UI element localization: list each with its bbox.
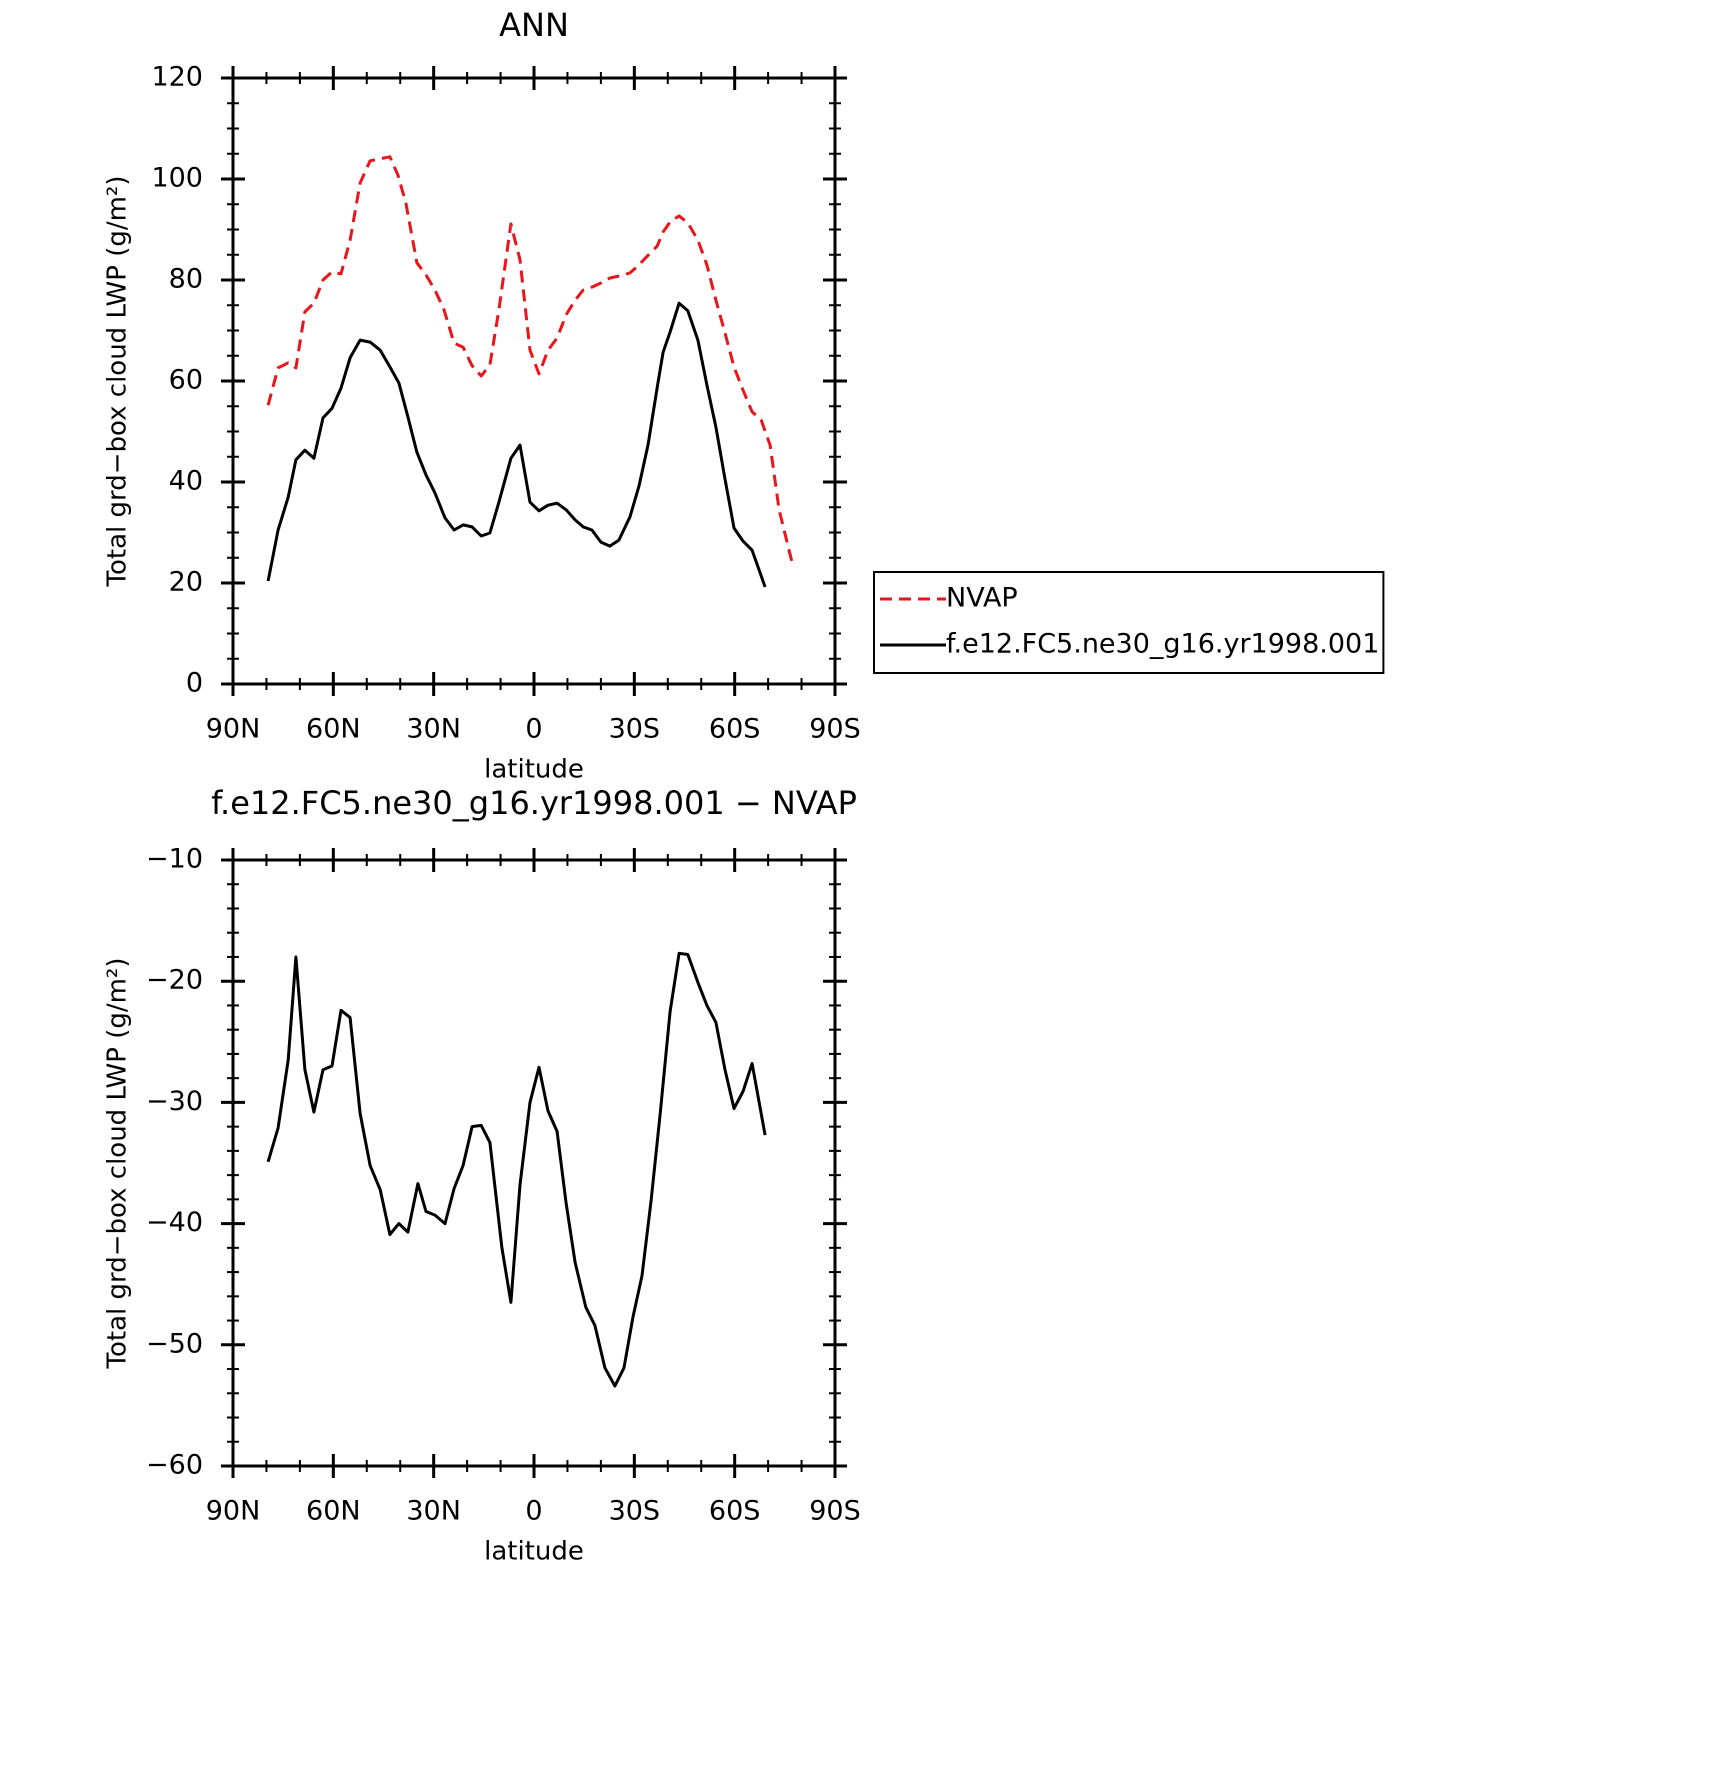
data-line xyxy=(266,951,767,1388)
y-axis-label: Total grd−box cloud LWP (g/m²) xyxy=(103,176,133,588)
x-tick-label: 90N xyxy=(206,1496,261,1527)
x-axis-label: latitude xyxy=(484,1537,584,1567)
data-line xyxy=(266,301,767,588)
legend-box xyxy=(873,571,1385,674)
y-tick-label: 40 xyxy=(169,466,203,497)
y-tick-label: −40 xyxy=(146,1207,203,1238)
x-tick-label: 60S xyxy=(709,714,761,745)
y-tick-label: 100 xyxy=(151,163,203,194)
y-tick-label: −60 xyxy=(146,1450,203,1481)
y-tick-label: 80 xyxy=(169,264,203,295)
x-tick-label: 60N xyxy=(306,1496,361,1527)
y-tick-label: 0 xyxy=(186,668,203,699)
x-tick-label: 0 xyxy=(525,1496,542,1527)
x-tick-label: 30S xyxy=(609,714,661,745)
y-tick-label: 120 xyxy=(151,62,203,93)
y-tick-label: −20 xyxy=(146,965,203,996)
legend-label: NVAP xyxy=(946,583,1018,614)
x-tick-label: 90S xyxy=(809,1496,861,1527)
y-axis-label: Total grd−box cloud LWP (g/m²) xyxy=(103,958,133,1370)
plot-frame xyxy=(231,76,837,686)
y-tick-label: 20 xyxy=(169,567,203,598)
y-tick-label: −10 xyxy=(146,844,203,875)
data-line xyxy=(266,155,794,563)
x-tick-label: 60N xyxy=(306,714,361,745)
x-tick-label: 90N xyxy=(206,714,261,745)
chart-title: ANN xyxy=(499,6,569,44)
legend-label: f.e12.FC5.ne30_g16.yr1998.001 xyxy=(946,629,1379,660)
x-tick-label: 30S xyxy=(609,1496,661,1527)
y-tick-label: −50 xyxy=(146,1328,203,1359)
x-tick-label: 30N xyxy=(406,1496,461,1527)
x-tick-label: 30N xyxy=(406,714,461,745)
x-tick-label: 60S xyxy=(709,1496,761,1527)
x-tick-label: 90S xyxy=(809,714,861,745)
plot-frame xyxy=(231,858,837,1468)
y-tick-label: 60 xyxy=(169,365,203,396)
chart-title: f.e12.FC5.ne30_g16.yr1998.001 − NVAP xyxy=(211,784,857,822)
y-tick-label: −30 xyxy=(146,1086,203,1117)
x-tick-label: 0 xyxy=(525,714,542,745)
x-axis-label: latitude xyxy=(484,755,584,785)
